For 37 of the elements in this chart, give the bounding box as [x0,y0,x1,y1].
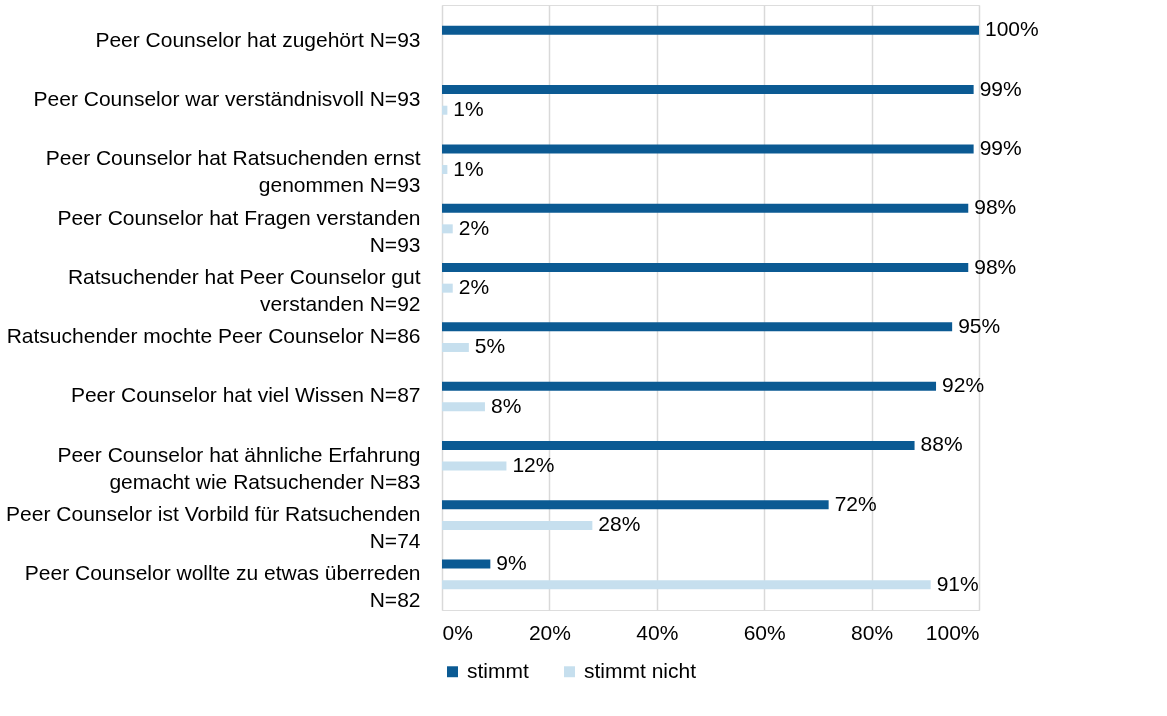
x-tick-label: 40% [636,620,679,644]
data-label: 91% [936,571,979,595]
y-tick-label: Peer Counselor hat ähnliche Erfahrung gemacht wie Ratsuchender N=83 [57,442,421,493]
data-label: 2% [458,275,490,299]
data-label: 95% [958,313,1001,337]
legend-label: stimmt [467,658,529,682]
y-tick-label: Peer Counselor hat zugehört N=93 [95,27,421,51]
data-label: 100% [985,17,1039,41]
data-label: 72% [834,491,877,515]
data-label: 9% [496,551,527,575]
y-tick-label: Peer Counselor ist Vorbild für Ratsuchenden N=74 [6,502,421,553]
y-tick-label: Peer Counselor war verständnisvoll N=93 [33,86,421,110]
x-tick-label: 100% [925,620,980,644]
data-label: 28% [598,512,641,536]
data-label: 98% [974,195,1017,219]
legend-label: stimmt nicht [584,658,697,682]
data-label: 98% [974,254,1017,278]
y-tick-label: Peer Counselor wollte zu etwas überreden N=82 [24,561,421,612]
data-label: 88% [920,432,963,456]
data-label: 99% [979,135,1022,159]
y-tick-label: Peer Counselor hat Ratsuchenden ernst genommen N=93 [45,146,421,197]
data-label: 12% [512,453,555,477]
x-tick-label: 0% [442,620,473,644]
y-tick-label: Peer Counselor hat Fragen verstanden N=93 [57,205,421,256]
y-tick-label: Ratsuchender mochte Peer Counselor N=86 [6,324,421,348]
data-label: 1% [453,97,484,121]
data-label: 1% [453,156,484,180]
x-tick-label: 60% [743,620,786,644]
data-label: 5% [474,334,506,358]
y-tick-label: Ratsuchender hat Peer Counselor gut verstanden N=92 [67,264,421,315]
data-label: 99% [979,76,1022,100]
x-tick-label: 80% [851,620,894,644]
data-label: 2% [458,215,490,239]
x-tick-label: 20% [528,620,571,644]
data-label: 92% [942,373,985,397]
y-tick-label: Peer Counselor hat viel Wissen N=87 [70,383,421,407]
data-label: 8% [490,393,522,417]
